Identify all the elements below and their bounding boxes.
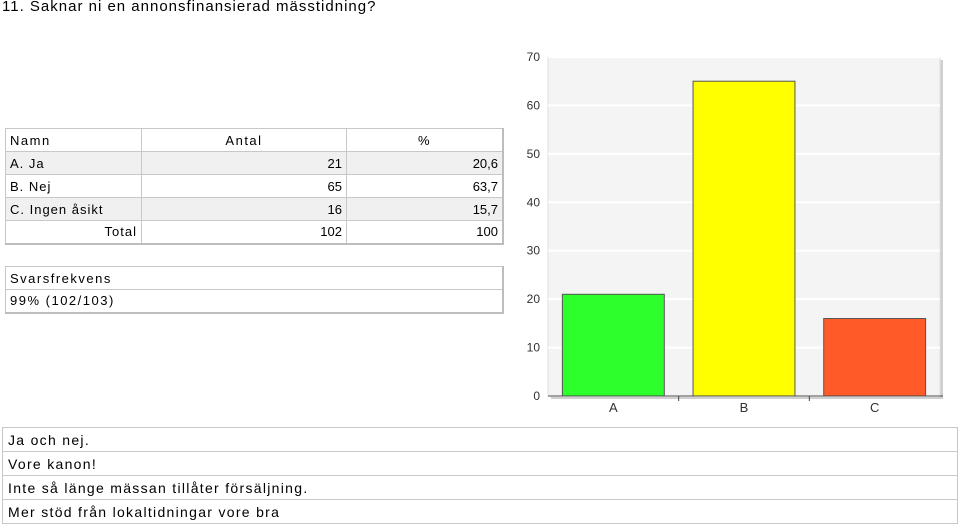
row-percent: 15,7	[346, 197, 504, 221]
response-rate-header: Svarsfrekvens	[5, 266, 504, 290]
x-tick-label: B	[740, 400, 749, 415]
table-row: B. Nej 65 63,7	[5, 174, 504, 198]
y-tick-label: 60	[527, 98, 541, 112]
bar-c	[823, 318, 927, 397]
comment-text: Mer stöd från lokaltidningar vore bra	[2, 499, 958, 524]
bar-chart: 0 10 20 30 40 50 60 70 A B C	[527, 50, 943, 415]
comment-text: Inte så länge mässan tillåter försäljnin…	[2, 475, 958, 500]
table-total-row: Total 102 100	[5, 220, 504, 245]
bar-a	[561, 293, 665, 397]
y-tick-label: 0	[533, 389, 540, 403]
y-tick-label: 10	[527, 341, 541, 355]
y-tick-label: 40	[527, 195, 541, 209]
y-tick-label: 20	[527, 292, 541, 306]
comment-text: Vore kanon!	[2, 451, 958, 476]
row-name: C. Ingen åsikt	[5, 197, 142, 221]
header-count: Antal	[141, 128, 347, 152]
row-name: B. Nej	[5, 174, 142, 198]
row-count: 65	[141, 174, 347, 198]
header-percent: %	[346, 128, 504, 152]
bar-b	[692, 80, 796, 397]
comment-text: Ja och nej.	[2, 427, 958, 452]
total-percent: 100	[346, 220, 504, 245]
response-rate-value: 99% (102/103)	[5, 289, 504, 314]
table-row: A. Ja 21 20,6	[5, 151, 504, 175]
row-percent: 63,7	[346, 174, 504, 198]
y-tick-label: 50	[527, 147, 541, 161]
row-percent: 20,6	[346, 151, 504, 175]
comments-table: Ja och nej. Vore kanon! Inte så länge mä…	[2, 427, 958, 524]
total-count: 102	[141, 220, 347, 245]
row-count: 21	[141, 151, 347, 175]
comment-row: Vore kanon!	[2, 451, 958, 476]
row-count: 16	[141, 197, 347, 221]
question-title: 11. Saknar ni en annonsfinansierad mässt…	[2, 0, 377, 15]
results-table: Namn Antal % A. Ja 21 20,6 B. Nej 65 63,…	[5, 128, 504, 245]
y-tick-label: 70	[527, 50, 541, 64]
y-tick-label: 30	[527, 244, 541, 258]
header-name: Namn	[5, 128, 142, 152]
row-name: A. Ja	[5, 151, 142, 175]
x-tick-label: A	[609, 400, 618, 415]
x-tick-label: C	[870, 400, 879, 415]
comment-row: Ja och nej.	[2, 427, 958, 452]
total-label: Total	[5, 220, 142, 245]
table-row: C. Ingen åsikt 16 15,7	[5, 197, 504, 221]
comment-row: Inte så länge mässan tillåter försäljnin…	[2, 475, 958, 500]
response-rate-table: Svarsfrekvens 99% (102/103)	[5, 266, 504, 314]
table-header-row: Namn Antal %	[5, 128, 504, 152]
comment-row: Mer stöd från lokaltidningar vore bra	[2, 499, 958, 524]
